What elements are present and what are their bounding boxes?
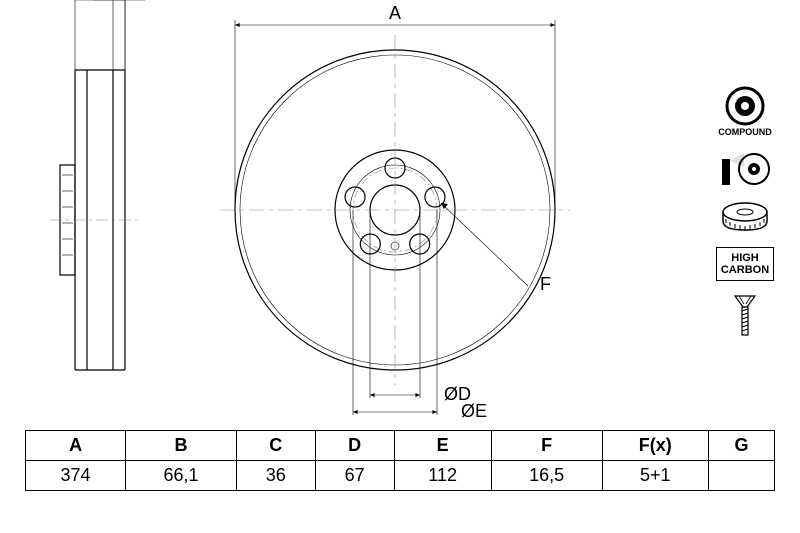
feature-icons: COMPOUND HIGH CARBON xyxy=(710,85,780,341)
table-header: E xyxy=(394,431,491,461)
compound-icon: COMPOUND xyxy=(715,85,775,137)
svg-text:ØE: ØE xyxy=(461,401,487,420)
table-cell: 374 xyxy=(26,461,126,491)
table-cell: 16,5 xyxy=(491,461,602,491)
vented-icon xyxy=(715,197,775,237)
table-header-row: ABCDEFF(x)G xyxy=(26,431,775,461)
drawing-svg: BCAØDØEF xyxy=(0,0,800,420)
table-header: G xyxy=(708,431,774,461)
svg-text:A: A xyxy=(389,3,401,23)
table-header: F(x) xyxy=(602,431,708,461)
table-header: F xyxy=(491,431,602,461)
table-cell: 5+1 xyxy=(602,461,708,491)
table-header: C xyxy=(236,431,315,461)
spec-table: ABCDEFF(x)G 37466,1366711216,55+1 xyxy=(25,430,775,491)
table-header: A xyxy=(26,431,126,461)
table-cell: 66,1 xyxy=(126,461,237,491)
table-cell: 36 xyxy=(236,461,315,491)
table-cell xyxy=(708,461,774,491)
high-carbon-line2: CARBON xyxy=(721,264,769,276)
table-header: B xyxy=(126,431,237,461)
coated-icon xyxy=(715,147,775,187)
table-cell: 67 xyxy=(315,461,394,491)
svg-text:C: C xyxy=(137,0,150,4)
high-carbon-badge: HIGH CARBON xyxy=(716,247,774,281)
svg-text:F: F xyxy=(540,274,551,294)
technical-drawing: BCAØDØEF xyxy=(0,0,800,410)
high-carbon-line1: HIGH xyxy=(721,252,769,264)
spec-table-container: ABCDEFF(x)G 37466,1366711216,55+1 xyxy=(25,430,775,491)
table-cell: 112 xyxy=(394,461,491,491)
table-header: D xyxy=(315,431,394,461)
svg-text:B: B xyxy=(94,0,106,4)
screw-icon xyxy=(715,291,775,341)
compound-label: COMPOUND xyxy=(718,127,772,137)
table-value-row: 37466,1366711216,55+1 xyxy=(26,461,775,491)
